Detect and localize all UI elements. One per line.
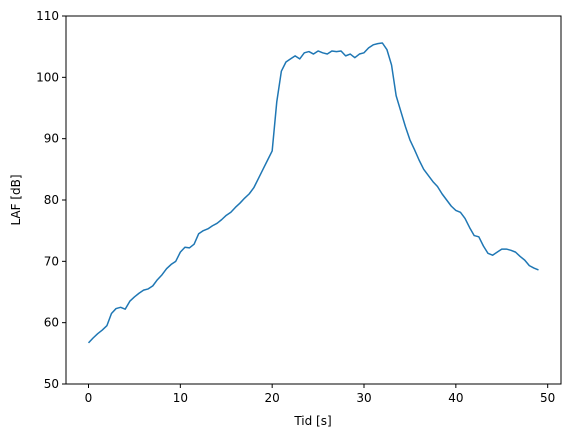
y-tick-label: 80 (44, 193, 59, 207)
y-tick-label: 90 (44, 132, 59, 146)
x-tick-label: 20 (265, 391, 280, 405)
x-tick-label: 30 (356, 391, 371, 405)
y-axis-label: LAF [dB] (9, 174, 23, 225)
y-tick-label: 100 (36, 70, 59, 84)
x-axis-label: Tid [s] (293, 414, 331, 428)
x-tick-label: 0 (85, 391, 93, 405)
y-tick-label: 60 (44, 316, 59, 330)
y-tick-label: 70 (44, 254, 59, 268)
data-line (87, 42, 539, 344)
plot-frame (65, 15, 562, 385)
x-tick-label: 40 (448, 391, 463, 405)
x-tick-label: 50 (540, 391, 555, 405)
y-tick-label: 110 (36, 9, 59, 23)
x-tick-label: 10 (173, 391, 188, 405)
y-tick-label: 50 (44, 377, 59, 391)
